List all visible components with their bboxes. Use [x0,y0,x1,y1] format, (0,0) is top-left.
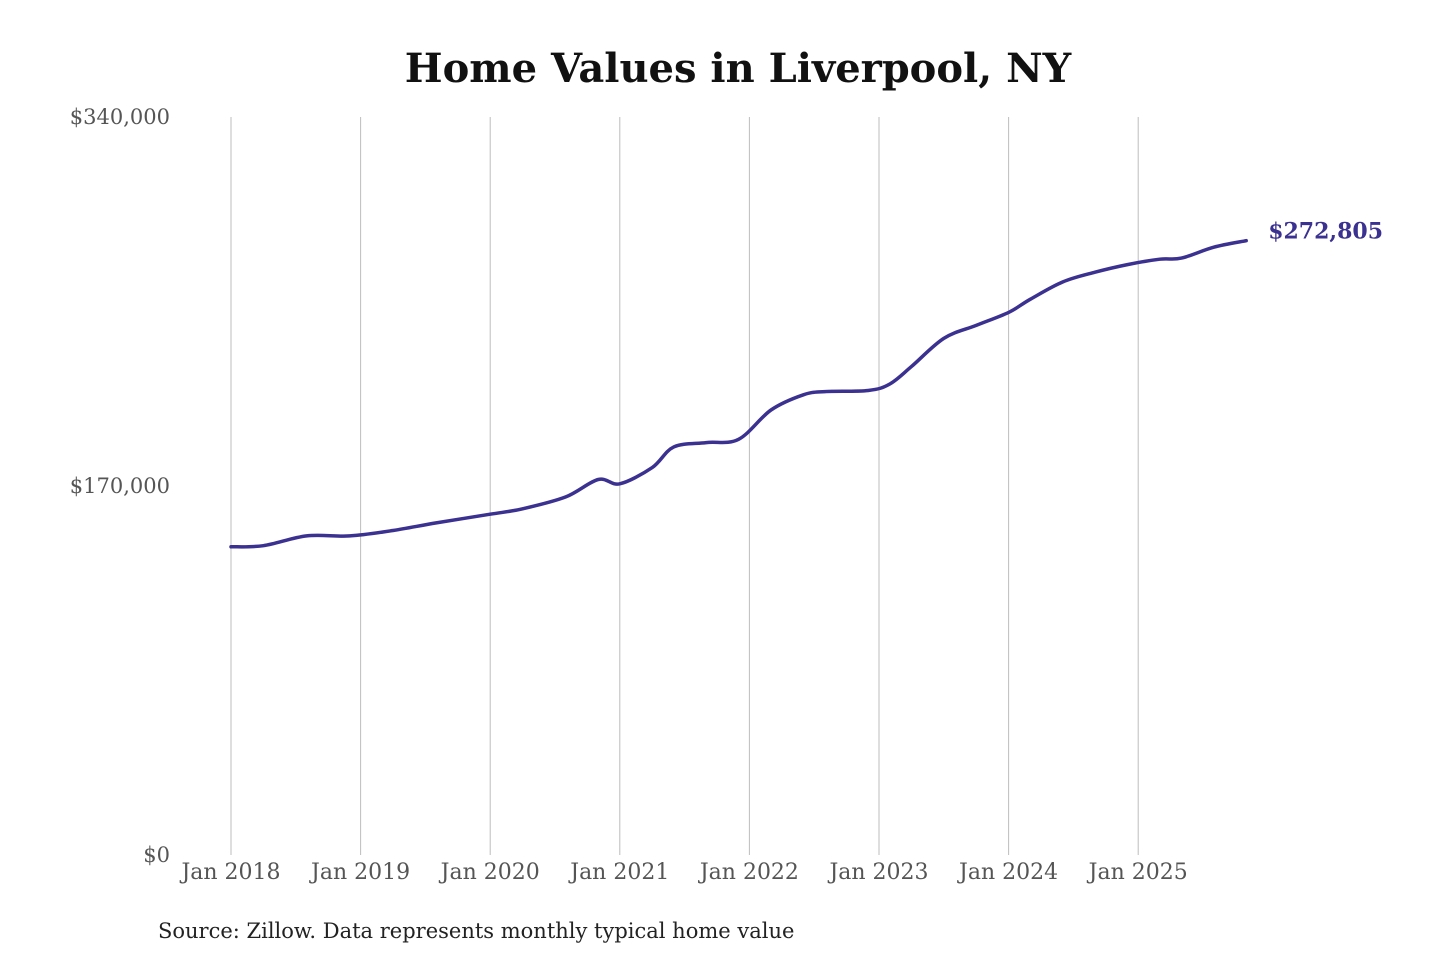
source-note: Source: Zillow. Data represents monthly … [158,919,794,943]
x-tick-label: Jan 2018 [179,860,280,885]
series-line [229,238,1248,549]
x-axis-ticks: Jan 2018 Jan 2019 Jan 2020 Jan 2021 Jan 2022… [179,860,1187,885]
x-tick-label: Jan 2024 [957,860,1058,885]
y-tick-label: $170,000 [70,474,170,498]
x-tick-label: Jan 2022 [698,860,799,885]
x-tick-label: Jan 2025 [1087,860,1188,885]
x-tick-label: Jan 2021 [568,860,669,885]
x-tick-label: Jan 2020 [439,860,540,885]
y-axis-ticks: $0 $170,000 $340,000 [70,105,170,867]
gridlines [230,117,1139,855]
x-tick-label: Jan 2019 [309,860,410,885]
end-value-label: $272,805 [1268,219,1383,245]
chart-title: Home Values in Liverpool, NY [405,45,1072,92]
y-tick-label: $340,000 [70,105,170,129]
y-tick-label: $0 [143,843,170,867]
x-tick-label: Jan 2023 [827,860,928,885]
